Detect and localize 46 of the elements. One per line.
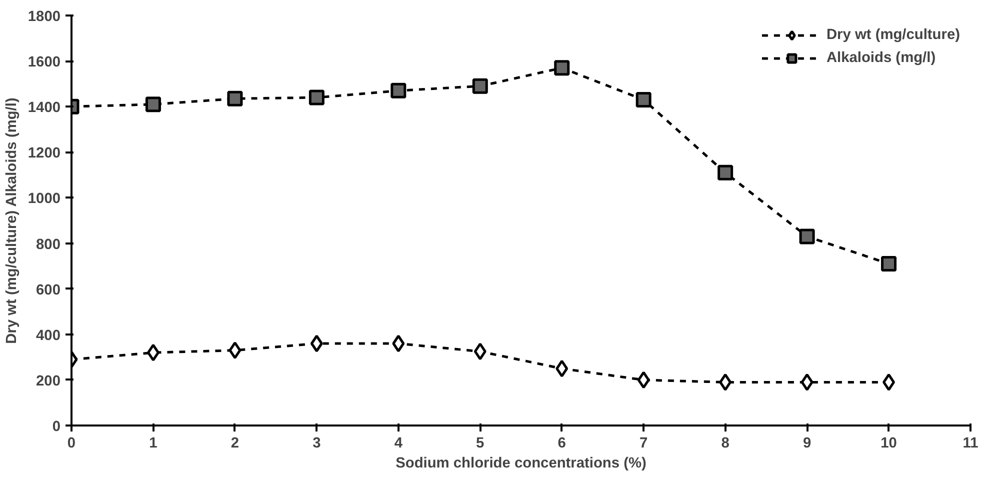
- x-tick-label: 10: [880, 436, 897, 452]
- y-tick-label: 1000: [28, 191, 61, 208]
- point: [228, 342, 242, 360]
- legend-label: Dry wt (mg/culture): [826, 27, 960, 43]
- point: [799, 228, 815, 244]
- y-tick-label: 0: [52, 419, 61, 435]
- point: [881, 256, 897, 272]
- x-tick-label: 8: [721, 436, 730, 452]
- y-tick-label: 1600: [28, 54, 61, 71]
- point: [718, 164, 734, 180]
- point: [800, 373, 814, 391]
- x-tick-label: 1: [149, 436, 158, 452]
- point: [227, 90, 243, 106]
- y-tick-label: 800: [36, 236, 61, 253]
- point: [554, 60, 570, 76]
- point: [390, 82, 406, 98]
- x-tick-label: 3: [312, 436, 321, 452]
- y-tick-label: 1800: [28, 9, 61, 25]
- point: [556, 360, 568, 378]
- point: [146, 344, 160, 362]
- y-tick-label: 1200: [28, 146, 61, 162]
- legend-label: Alkaloids (mg/l): [826, 50, 936, 66]
- x-axis-title: Sodium chloride concentrations (%): [396, 456, 647, 472]
- x-tick-label: 9: [802, 436, 812, 452]
- y-tick-label: 600: [36, 282, 61, 298]
- point: [719, 373, 732, 391]
- point: [392, 334, 405, 352]
- x-tick-label: 6: [558, 436, 566, 452]
- point: [145, 96, 161, 112]
- y-tick-label: 200: [36, 373, 61, 390]
- point: [882, 373, 896, 391]
- point: [474, 342, 486, 360]
- point: [472, 78, 488, 94]
- x-tick-label: 4: [394, 436, 404, 452]
- point: [310, 334, 323, 352]
- point: [636, 92, 652, 108]
- x-tick-label: 11: [962, 436, 978, 452]
- x-tick-label: 0: [67, 436, 76, 452]
- x-tick-label: 7: [640, 436, 648, 452]
- y-axis-title: Dry wt (mg/culture) Alkaloids (mg/l): [4, 98, 20, 344]
- y-tick-label: 400: [36, 328, 61, 344]
- point: [308, 90, 324, 106]
- y-tick-label: 1400: [28, 100, 61, 116]
- x-tick-label: 2: [230, 436, 240, 452]
- point: [637, 371, 650, 389]
- x-tick-label: 5: [476, 436, 484, 452]
